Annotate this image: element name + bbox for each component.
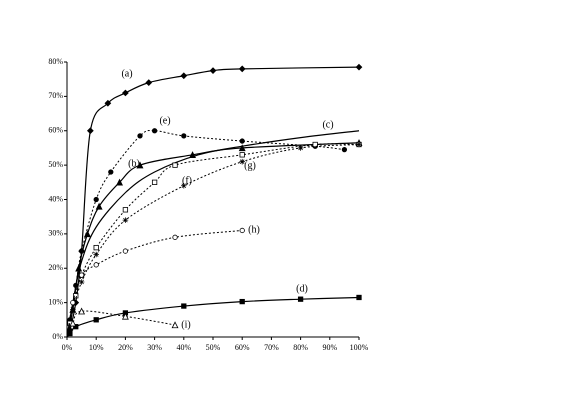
series-label: (i) bbox=[181, 319, 190, 330]
x-tick-label: 40% bbox=[176, 343, 191, 352]
marker bbox=[239, 227, 245, 234]
y-tick-label: 30% bbox=[48, 229, 63, 238]
y-tick-label: 60% bbox=[48, 126, 63, 135]
y-tick-label: 50% bbox=[48, 160, 63, 169]
series-label: (b) bbox=[128, 158, 140, 169]
marker bbox=[209, 67, 217, 74]
marker bbox=[180, 72, 188, 80]
x-tick-label: 100% bbox=[350, 343, 369, 352]
series-line bbox=[66, 130, 360, 338]
marker bbox=[238, 65, 246, 73]
series-line bbox=[66, 296, 360, 338]
marker bbox=[86, 127, 94, 135]
x-tick-label: 90% bbox=[322, 343, 337, 352]
marker bbox=[116, 178, 124, 186]
y-tick-label: 0% bbox=[52, 332, 63, 341]
marker bbox=[239, 158, 245, 165]
series-label: (a) bbox=[121, 68, 132, 79]
marker bbox=[238, 144, 246, 152]
marker bbox=[73, 324, 79, 330]
marker bbox=[121, 312, 129, 320]
marker bbox=[122, 248, 129, 254]
series-label: (e) bbox=[159, 115, 170, 126]
marker bbox=[239, 298, 245, 305]
marker bbox=[181, 133, 187, 139]
x-tick-label: 60% bbox=[235, 343, 250, 352]
series-label: (g) bbox=[244, 160, 256, 171]
marker bbox=[137, 133, 143, 139]
marker bbox=[297, 296, 304, 302]
marker bbox=[172, 234, 178, 240]
marker bbox=[312, 141, 318, 148]
marker bbox=[93, 262, 99, 268]
marker bbox=[78, 307, 86, 315]
marker bbox=[104, 99, 112, 107]
marker bbox=[122, 217, 129, 223]
x-tick-label: 30% bbox=[147, 343, 162, 352]
marker bbox=[172, 162, 178, 168]
y-tick-label: 80% bbox=[48, 57, 63, 66]
marker bbox=[297, 145, 304, 151]
marker bbox=[181, 303, 187, 309]
marker bbox=[356, 141, 362, 148]
x-tick-label: 70% bbox=[264, 343, 279, 352]
marker bbox=[355, 63, 363, 71]
marker bbox=[78, 248, 85, 254]
x-tick-label: 50% bbox=[206, 343, 221, 352]
marker bbox=[67, 330, 73, 337]
x-tick-label: 10% bbox=[89, 343, 104, 352]
y-tick-label: 20% bbox=[48, 263, 63, 272]
series-label: (h) bbox=[248, 224, 260, 235]
marker bbox=[73, 293, 79, 299]
x-tick-label: 0% bbox=[62, 343, 73, 352]
series-line bbox=[66, 66, 360, 338]
x-tick-label: 20% bbox=[118, 343, 133, 352]
marker bbox=[171, 321, 179, 329]
marker bbox=[93, 317, 99, 323]
marker bbox=[356, 294, 362, 301]
marker bbox=[122, 207, 129, 213]
y-tick-label: 40% bbox=[48, 194, 63, 203]
marker bbox=[122, 89, 129, 97]
marker bbox=[95, 202, 103, 210]
marker bbox=[108, 169, 114, 175]
marker bbox=[93, 244, 99, 251]
marker bbox=[78, 272, 85, 278]
marker bbox=[239, 138, 245, 144]
marker bbox=[341, 147, 348, 153]
marker bbox=[151, 128, 158, 134]
marker bbox=[151, 179, 158, 185]
series-label: (f) bbox=[182, 175, 192, 186]
series-label: (c) bbox=[322, 119, 333, 130]
marker bbox=[136, 161, 144, 169]
marker bbox=[93, 251, 99, 258]
y-tick-label: 70% bbox=[48, 91, 63, 100]
marker bbox=[69, 319, 77, 327]
marker bbox=[145, 79, 153, 86]
marker bbox=[70, 299, 76, 306]
series-label: (d) bbox=[296, 283, 308, 294]
marker bbox=[239, 152, 245, 158]
y-tick-label: 10% bbox=[48, 297, 63, 306]
marker bbox=[93, 196, 99, 203]
marker bbox=[181, 182, 187, 189]
marker bbox=[70, 306, 76, 313]
marker bbox=[78, 279, 85, 285]
x-tick-label: 80% bbox=[293, 343, 308, 352]
